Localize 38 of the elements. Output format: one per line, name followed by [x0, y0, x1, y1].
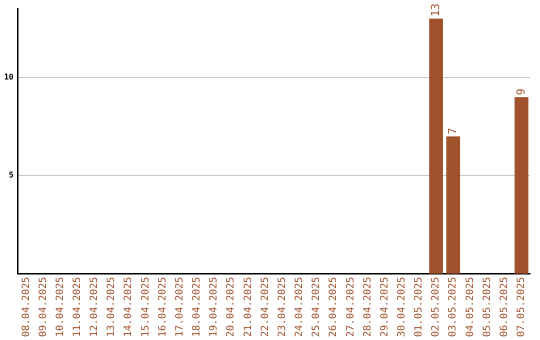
x-tick-label: 20.04.2025 [226, 276, 237, 338]
x-tick-label: 24.04.2025 [294, 276, 306, 338]
x-tick-label: 16.04.2025 [157, 276, 168, 338]
x-tick-label: 22.04.2025 [260, 276, 271, 338]
x-tick-label: 05.05.2025 [482, 276, 493, 338]
bar [429, 18, 443, 274]
x-tick-label: 12.04.2025 [89, 276, 100, 338]
x-tick-label: 02.05.2025 [430, 276, 442, 338]
x-tick-label: 11.04.2025 [72, 276, 84, 338]
x-tick-label: 14.04.2025 [123, 276, 134, 338]
x-tick-label: 15.04.2025 [140, 276, 152, 338]
x-tick-label: 09.04.2025 [38, 276, 49, 338]
x-tick-label: 06.05.2025 [498, 276, 510, 338]
x-tick-label: 07.05.2025 [516, 276, 528, 338]
x-tick-label: 08.04.2025 [20, 276, 32, 338]
x-tick-label: 17.04.2025 [174, 276, 186, 338]
y-tick-label: 10 [4, 72, 14, 82]
bar [446, 136, 460, 274]
data-label: 9 [514, 88, 528, 96]
x-tick-label: 23.04.2025 [276, 276, 288, 338]
x-tick-label: 28.04.2025 [362, 276, 374, 338]
x-tick-label: 18.04.2025 [192, 276, 203, 338]
x-tick-label: 29.04.2025 [379, 276, 390, 338]
x-tick-label: 13.04.2025 [106, 276, 118, 338]
y-tick-label: 5 [8, 170, 14, 180]
x-tick-label: 21.04.2025 [242, 276, 254, 338]
data-label: 13 [428, 3, 442, 17]
x-tick-label: 03.05.2025 [448, 276, 459, 338]
x-tick-label: 26.04.2025 [328, 276, 340, 338]
x-tick-label: 19.04.2025 [208, 276, 220, 338]
x-tick-label: 25.04.2025 [311, 276, 322, 338]
x-tick-label: 27.04.2025 [345, 276, 356, 338]
bar [514, 97, 528, 274]
x-tick-label: 01.05.2025 [414, 276, 425, 338]
x-tick-label: 30.04.2025 [396, 276, 408, 338]
data-label: 7 [446, 128, 460, 134]
x-tick-label: 04.05.2025 [464, 276, 476, 338]
x-tick-label: 10.04.2025 [54, 276, 66, 338]
